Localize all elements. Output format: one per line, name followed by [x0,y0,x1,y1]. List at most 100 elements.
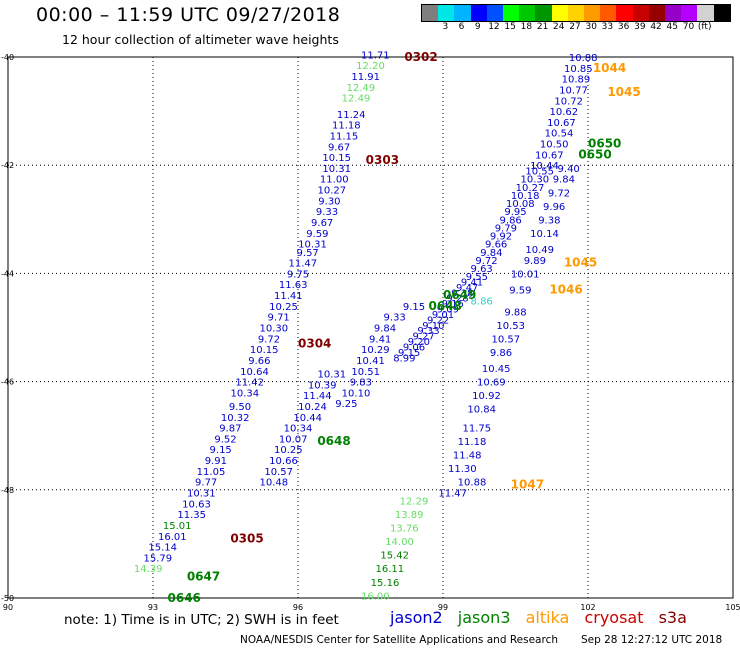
color-swatch [454,5,471,21]
wave-height-value: 10.57 [492,334,521,345]
y-tick-label: -48 [1,486,14,495]
wave-height-value: 10.08 [506,199,535,210]
color-scale-label: 9 [474,22,481,32]
color-scale-label: (ft) [697,22,712,32]
color-scale-labels: 3 6 9 12 15 18 21 24 27 30 33 36 39 42 45 70 (ft) [421,22,729,34]
wave-height-value: 9.15 [403,302,425,313]
wave-height-value: 9.10 [422,321,444,332]
wave-height-value: 11.18 [458,437,487,448]
wave-height-value: 9.66 [485,240,507,251]
wave-height-value: 9.28 [446,294,468,305]
wave-height-value: 9.67 [311,218,333,229]
wave-height-value: 14.39 [134,564,163,575]
wave-height-value: 13.76 [390,524,419,535]
color-scale-label: 18 [520,22,533,32]
wave-height-value: 9.84 [480,248,502,259]
x-tick-label: 99 [438,603,448,612]
y-tick-label: -50 [1,594,14,603]
pass-time-label: 0304 [298,337,331,351]
wave-height-value: 9.15 [398,348,420,359]
wave-height-value: 10.89 [562,75,591,86]
plot-frame [7,56,734,599]
wave-height-value: 9.47 [456,283,478,294]
wave-height-value: 9.91 [205,456,227,467]
color-swatch [697,5,714,21]
wave-height-value: 10.31 [322,164,351,175]
footer-note: note: 1) Time is in UTC; 2) SWH is in fe… [64,612,339,628]
wave-height-value: 16.11 [376,564,405,575]
wave-height-value: 11.15 [330,131,359,142]
sat-s3a: s3a [658,608,687,627]
wave-height-value: 15.01 [163,521,192,532]
wave-height-value: 10.27 [516,183,545,194]
wave-height-value: 9.88 [504,307,526,318]
wave-height-value: 10.34 [231,388,260,399]
wave-height-value: 8.86 [471,296,493,307]
wave-height-value: 10.01 [511,269,540,280]
wave-height-value: 9.30 [318,196,340,207]
wave-height-value: 9.72 [475,256,497,267]
wave-height-value: 10.62 [550,107,579,118]
y-tick-label: -46 [1,378,14,387]
wave-height-value: 9.06 [403,342,425,353]
wave-height-value: 10.44 [530,161,559,172]
color-swatch [713,5,730,21]
color-scale-label: 45 [666,22,678,32]
wave-height-value: 9.41 [369,334,391,345]
wave-height-value: 10.85 [564,64,593,75]
wave-height-value: 12.29 [400,497,429,508]
wave-height-value: 15.16 [371,578,400,589]
wave-height-value: 10.55 [525,167,554,178]
satellite-legend: jason2 jason3 altika cryosat s3a [390,608,697,627]
wave-height-value: 10.54 [545,129,574,140]
wave-height-value: 9.95 [504,207,526,218]
wave-height-value: 12.20 [356,61,385,72]
color-scale-label: 3 [442,22,449,32]
wave-height-value: 9.55 [466,272,488,283]
pass-time-label: 0650 [578,147,611,161]
wave-height-value: 10.72 [554,96,583,107]
wave-height-value: 9.83 [350,378,372,389]
wave-height-value: 12.49 [347,83,376,94]
color-swatch [535,5,552,21]
wave-height-value: 14.00 [385,537,414,548]
wave-height-value: 11.24 [337,110,366,121]
wave-height-value: 10.14 [530,229,559,240]
credit-line: NOAA/NESDIS Center for Satellite Applica… [240,634,558,646]
wave-height-value: 10.31 [187,489,216,500]
wave-height-value: 10.48 [260,478,289,489]
wave-height-value: 9.33 [417,326,439,337]
wave-height-value: 9.71 [268,313,290,324]
wave-height-value: 10.67 [547,118,576,129]
wave-height-value: 10.77 [559,85,588,96]
pass-time-label: 0646 [168,591,201,605]
wave-height-value: 9.38 [538,215,560,226]
wave-height-value: 10.31 [298,240,327,251]
wave-height-value: 11.44 [303,391,332,402]
wave-height-value: 11.00 [320,175,349,186]
y-tick-label: -42 [1,161,14,170]
color-swatch [422,5,439,21]
wave-height-value: 10.50 [540,140,569,151]
wave-height-value: 16.01 [158,532,187,543]
color-scale-label: 24 [553,22,565,32]
wave-height-value: 15.42 [380,551,409,562]
wave-height-value: 11.71 [361,50,390,61]
wave-height-value: 10.53 [496,321,525,332]
wave-height-value: 10.45 [482,364,511,375]
wave-height-value: 9.33 [384,313,406,324]
x-tick-label: 93 [148,603,158,612]
wave-height-value: 9.09 [437,305,459,316]
wave-height-value: 11.18 [332,121,361,132]
wave-height-value: 10.27 [318,186,347,197]
timestamp: Sep 28 12:27:12 UTC 2018 [581,634,723,646]
wave-height-value: 10.30 [521,175,550,186]
wave-height-value: 9.33 [316,207,338,218]
pass-time-label: 0648 [317,434,350,448]
color-swatch [632,5,649,21]
pass-time-label: 1044 [593,61,626,75]
wave-height-value: 12.49 [342,94,371,105]
color-swatch [519,5,536,21]
pass-time-label: 0305 [230,531,263,545]
